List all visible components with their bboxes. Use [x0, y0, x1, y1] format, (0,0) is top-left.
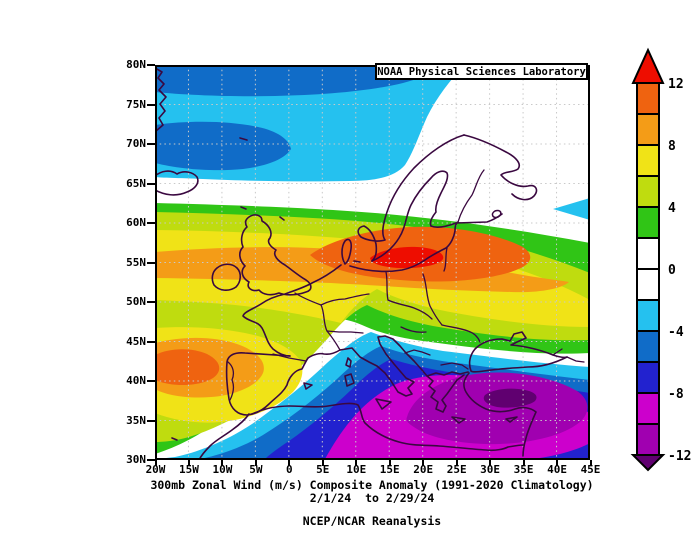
lat-tick-label: 80N [126, 58, 146, 71]
lon-tick-mark [589, 460, 592, 466]
lat-tick-label: 50N [126, 295, 146, 308]
colorbar-tick-label: 0 [668, 263, 676, 278]
colorbar-segment [636, 144, 660, 177]
colorbar-segment [636, 82, 660, 115]
lat-tick-mark [147, 380, 155, 382]
lat-tick-label: 70N [126, 137, 146, 150]
lon-tick-mark [187, 460, 190, 466]
lon-tick-mark [489, 460, 492, 466]
lon-tick-mark [388, 460, 391, 466]
map-frame [155, 65, 590, 460]
lat-tick-mark [147, 143, 155, 145]
north-blue-blob [155, 121, 291, 171]
lon-tick-label: 35E [513, 463, 534, 476]
lat-tick-label: 65N [126, 176, 146, 190]
lon-tick-label: 20W [145, 463, 166, 476]
lon-tick-label: 15W [179, 463, 199, 476]
noaa-psl-label-box: NOAA Physical Sciences Laboratory [375, 63, 588, 80]
colorbar-segment [636, 268, 660, 301]
lat-tick-mark [147, 301, 155, 303]
lon-tick-mark [154, 460, 157, 466]
lat-tick-label: 75N [126, 97, 146, 111]
lat-tick-mark [147, 261, 155, 264]
chart-date-range: 2/1/24 to 2/29/24 [309, 491, 435, 505]
lon-tick-label: 5W [249, 463, 263, 476]
lon-tick-label: 0 [286, 463, 293, 476]
lon-tick-mark [221, 460, 224, 466]
colorbar-tick-label: 8 [668, 139, 676, 154]
lon-tick-label: 40E [547, 463, 567, 476]
lat-tick-mark [147, 182, 155, 185]
lon-tick-mark [254, 460, 257, 466]
lon-tick-label: 45E [580, 463, 601, 476]
atlantic-darkorange-core [155, 349, 220, 386]
colorbar-arrow-bottom [630, 454, 666, 472]
chart-title: 300mb Zonal Wind (m/s) Composite Anomaly… [150, 478, 594, 492]
lon-tick-label: 30E [480, 463, 501, 476]
se-negative-darkpurple-core [483, 388, 537, 408]
lon-tick-mark [321, 460, 324, 466]
lat-tick-mark [147, 103, 155, 106]
lon-tick-label: 25E [446, 463, 467, 476]
se-negative-purple [406, 372, 588, 445]
lon-tick-label: 10W [212, 463, 233, 476]
lat-tick-mark [147, 64, 155, 66]
colorbar-tick-label: -4 [668, 325, 684, 340]
lon-tick-label: 20E [413, 463, 434, 476]
colorbar-segment [636, 392, 660, 425]
lat-tick-label: 30N [126, 453, 146, 466]
positive-core-red [370, 246, 444, 269]
lat-tick-mark [147, 340, 155, 343]
lon-tick-mark [455, 460, 458, 466]
lat-tick-label: 35N [126, 413, 146, 427]
lat-tick-label: 45N [126, 334, 146, 348]
colorbar-segment [636, 423, 660, 456]
lat-tick-label: 40N [126, 374, 146, 387]
chart-source: NCEP/NCAR Reanalysis [302, 514, 442, 528]
lon-tick-label: 5E [316, 463, 330, 476]
colorbar-segment [636, 237, 660, 270]
coastlines [155, 67, 568, 460]
colorbar-tick-label: -12 [668, 449, 691, 464]
colorbar-arrow-top [631, 47, 665, 84]
lat-tick-label: 55N [126, 255, 146, 269]
lon-tick-mark [288, 460, 291, 466]
lon-tick-mark [556, 460, 559, 466]
lat-tick-mark [147, 459, 155, 461]
colorbar-segment [636, 206, 660, 239]
colorbar-tick-label: 4 [668, 201, 676, 216]
colorbar-segment [636, 113, 660, 146]
lon-tick-label: 15E [379, 463, 400, 476]
colorbar-segment [636, 175, 660, 208]
lon-tick-mark [422, 460, 425, 466]
colorbar-tick-label: 12 [668, 77, 684, 92]
lon-tick-mark [522, 460, 525, 466]
lat-tick-mark [147, 419, 155, 422]
colorbar-segment [636, 330, 660, 363]
lon-tick-label: 10E [346, 463, 367, 476]
colorbar-tick-label: -8 [668, 387, 684, 402]
colorbar-segment [636, 299, 660, 332]
map-area [155, 65, 590, 460]
lon-tick-mark [355, 460, 358, 466]
country-borders [227, 169, 585, 401]
noaa-psl-label: NOAA Physical Sciences Laboratory [377, 65, 586, 78]
east-cyan-wedge [553, 198, 590, 220]
lat-tick-mark [147, 222, 155, 224]
colorbar-segment [636, 361, 660, 394]
contour-map [155, 65, 590, 460]
colorbar-svg: 12 8 4 0 -4 -8 -12 [630, 47, 691, 472]
lat-tick-label: 60N [126, 216, 146, 229]
